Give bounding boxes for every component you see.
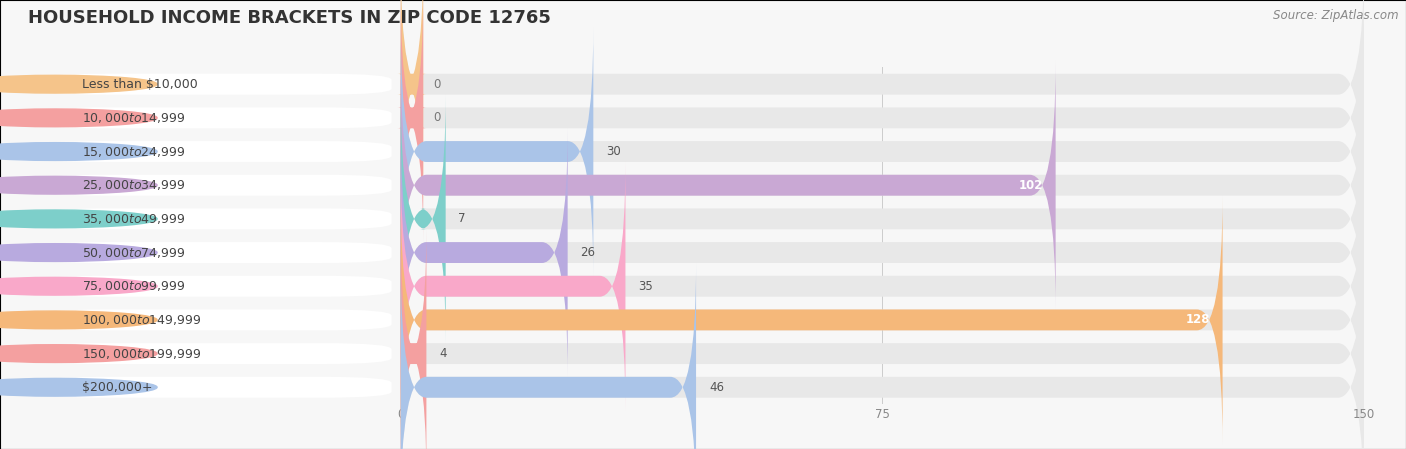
- Text: Source: ZipAtlas.com: Source: ZipAtlas.com: [1274, 9, 1399, 22]
- FancyBboxPatch shape: [37, 208, 392, 229]
- Text: Less than $10,000: Less than $10,000: [82, 78, 198, 91]
- FancyBboxPatch shape: [37, 276, 392, 297]
- FancyBboxPatch shape: [398, 0, 426, 242]
- FancyBboxPatch shape: [401, 162, 1364, 410]
- Circle shape: [0, 379, 157, 396]
- Circle shape: [0, 75, 157, 93]
- FancyBboxPatch shape: [401, 0, 1364, 208]
- FancyBboxPatch shape: [398, 0, 426, 208]
- Text: $200,000+: $200,000+: [82, 381, 153, 394]
- Circle shape: [0, 311, 157, 329]
- Text: 7: 7: [458, 212, 465, 225]
- FancyBboxPatch shape: [401, 27, 1364, 276]
- Text: 26: 26: [581, 246, 596, 259]
- FancyBboxPatch shape: [401, 61, 1364, 309]
- Text: $150,000 to $199,999: $150,000 to $199,999: [82, 347, 201, 361]
- FancyBboxPatch shape: [37, 343, 392, 364]
- Text: $50,000 to $74,999: $50,000 to $74,999: [82, 246, 186, 260]
- Text: 0: 0: [433, 78, 440, 91]
- FancyBboxPatch shape: [401, 229, 426, 449]
- Text: $25,000 to $34,999: $25,000 to $34,999: [82, 178, 186, 192]
- Text: 30: 30: [606, 145, 621, 158]
- FancyBboxPatch shape: [401, 95, 446, 343]
- FancyBboxPatch shape: [401, 196, 1223, 444]
- Text: 0: 0: [433, 111, 440, 124]
- Circle shape: [0, 277, 157, 295]
- Text: $35,000 to $49,999: $35,000 to $49,999: [82, 212, 186, 226]
- Circle shape: [0, 143, 157, 160]
- Text: 4: 4: [439, 347, 447, 360]
- Text: 46: 46: [709, 381, 724, 394]
- FancyBboxPatch shape: [401, 229, 1364, 449]
- FancyBboxPatch shape: [37, 74, 392, 95]
- FancyBboxPatch shape: [401, 0, 1364, 242]
- Text: $15,000 to $24,999: $15,000 to $24,999: [82, 145, 186, 158]
- FancyBboxPatch shape: [401, 61, 1056, 309]
- FancyBboxPatch shape: [401, 263, 696, 449]
- FancyBboxPatch shape: [401, 263, 1364, 449]
- FancyBboxPatch shape: [401, 27, 593, 276]
- Circle shape: [0, 244, 157, 261]
- FancyBboxPatch shape: [401, 128, 568, 377]
- FancyBboxPatch shape: [401, 162, 626, 410]
- Text: 128: 128: [1185, 313, 1209, 326]
- FancyBboxPatch shape: [401, 128, 1364, 377]
- FancyBboxPatch shape: [401, 95, 1364, 343]
- Circle shape: [0, 210, 157, 228]
- Text: $10,000 to $14,999: $10,000 to $14,999: [82, 111, 186, 125]
- Circle shape: [0, 345, 157, 362]
- FancyBboxPatch shape: [37, 377, 392, 398]
- Text: 35: 35: [638, 280, 652, 293]
- FancyBboxPatch shape: [37, 175, 392, 196]
- FancyBboxPatch shape: [37, 107, 392, 128]
- FancyBboxPatch shape: [401, 196, 1364, 444]
- FancyBboxPatch shape: [37, 141, 392, 162]
- FancyBboxPatch shape: [37, 309, 392, 330]
- Text: HOUSEHOLD INCOME BRACKETS IN ZIP CODE 12765: HOUSEHOLD INCOME BRACKETS IN ZIP CODE 12…: [28, 9, 551, 27]
- Text: 102: 102: [1018, 179, 1043, 192]
- Circle shape: [0, 176, 157, 194]
- Text: $100,000 to $149,999: $100,000 to $149,999: [82, 313, 201, 327]
- Text: $75,000 to $99,999: $75,000 to $99,999: [82, 279, 186, 293]
- Circle shape: [0, 109, 157, 127]
- FancyBboxPatch shape: [37, 242, 392, 263]
